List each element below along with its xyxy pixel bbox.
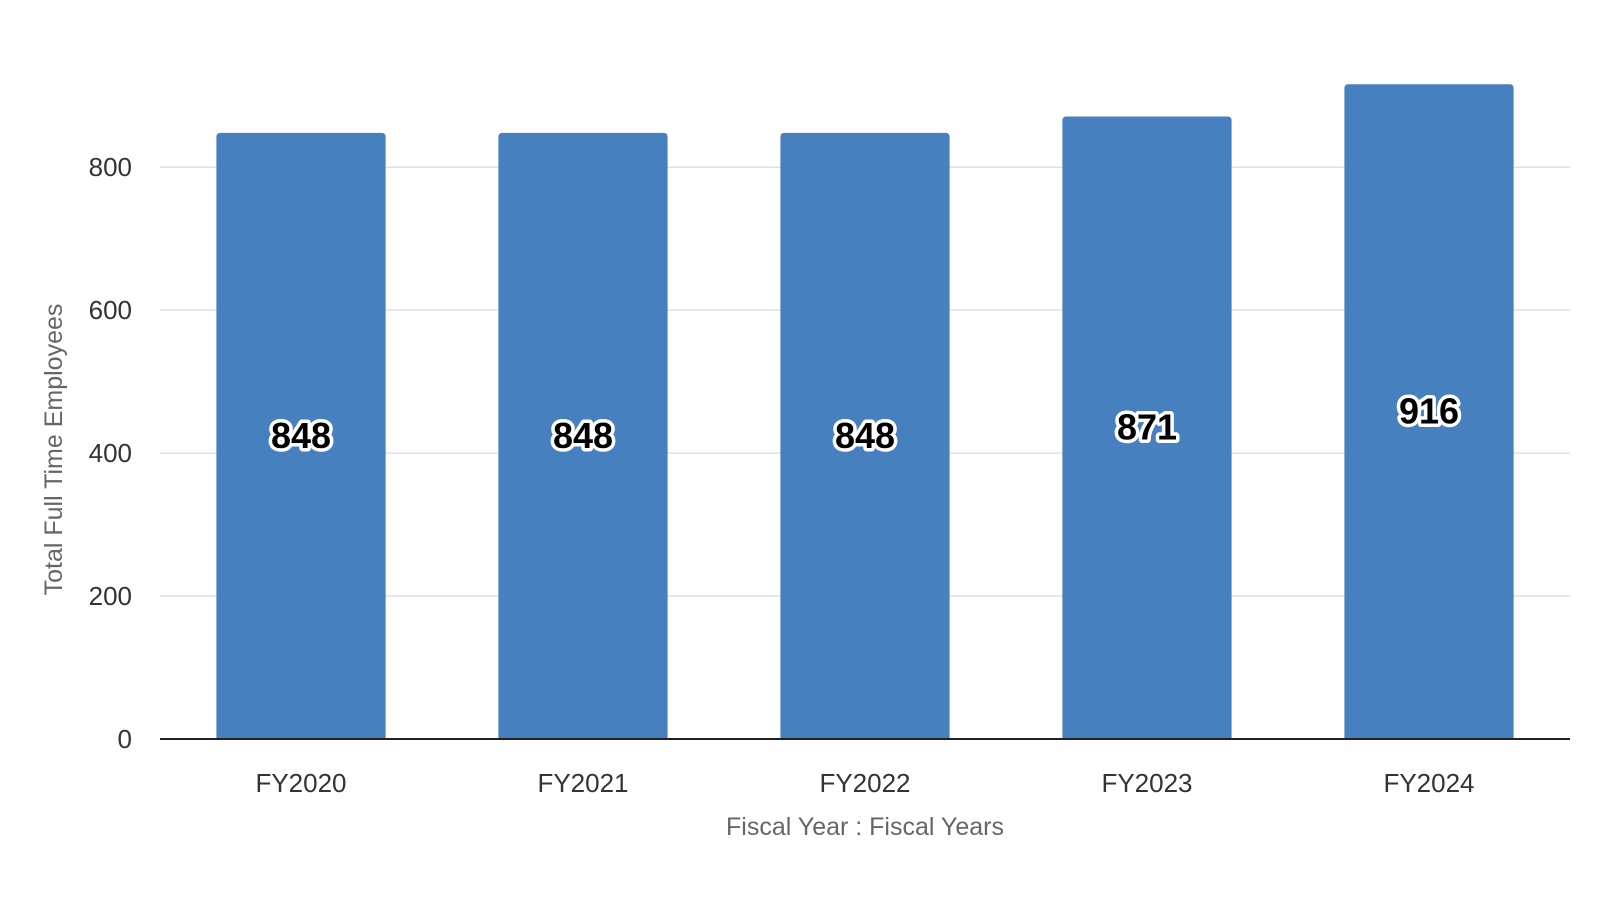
- bar-fy2024[interactable]: [1344, 84, 1514, 740]
- x-tick-label: FY2023: [1101, 768, 1192, 798]
- bar-fy2021[interactable]: [498, 132, 668, 740]
- bars: [216, 84, 1514, 740]
- data-label: 848: [553, 415, 613, 456]
- x-axis-title: Fiscal Year : Fiscal Years: [726, 813, 1004, 841]
- bar-fy2020[interactable]: [216, 132, 386, 740]
- data-label: 871: [1117, 407, 1177, 448]
- x-tick-label: FY2021: [537, 768, 628, 798]
- y-tick-label: 200: [89, 581, 132, 611]
- y-tick-label: 600: [89, 295, 132, 325]
- x-tick-label: FY2020: [255, 768, 346, 798]
- data-labels: 848 848 848 871 916: [267, 387, 1462, 459]
- bar-fy2023[interactable]: [1062, 116, 1232, 739]
- x-axis-ticks: FY2020 FY2021 FY2022 FY2023 FY2024: [255, 768, 1474, 798]
- y-tick-label: 800: [89, 152, 132, 182]
- y-tick-label: 0: [118, 724, 132, 754]
- data-label: 848: [271, 415, 331, 456]
- data-label: 848: [835, 415, 895, 456]
- bar-fy2022[interactable]: [780, 132, 950, 740]
- y-tick-label: 400: [89, 438, 132, 468]
- x-tick-label: FY2022: [819, 768, 910, 798]
- y-axis-ticks: 0 200 400 600 800: [89, 152, 132, 754]
- data-label: 916: [1399, 391, 1459, 432]
- x-tick-label: FY2024: [1383, 768, 1474, 798]
- y-axis-title: Total Full Time Employees: [40, 304, 68, 596]
